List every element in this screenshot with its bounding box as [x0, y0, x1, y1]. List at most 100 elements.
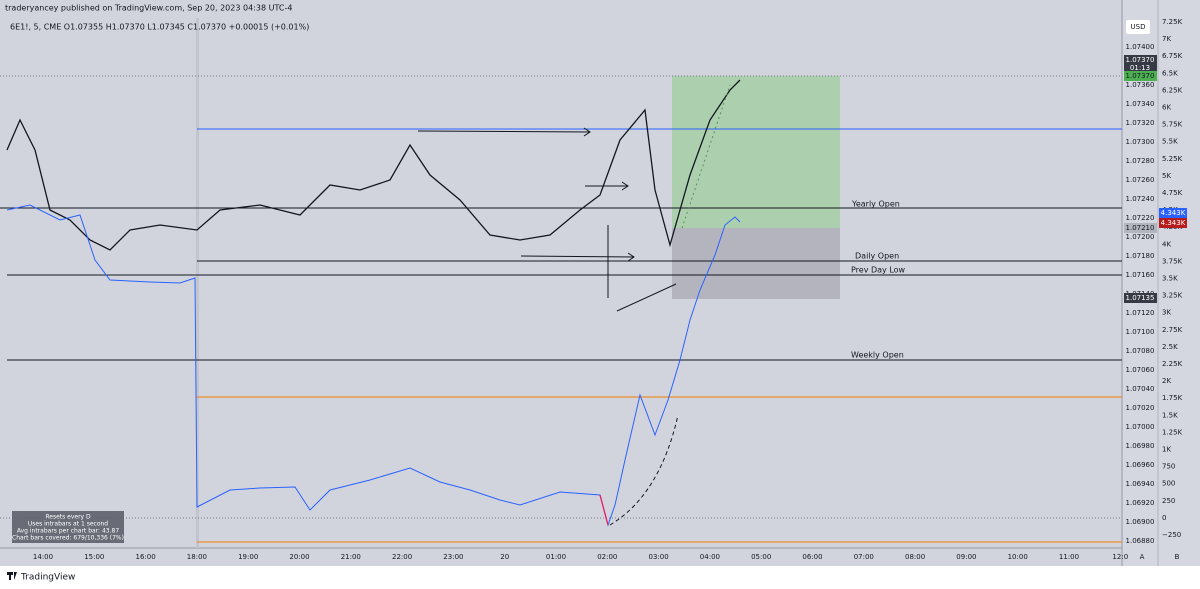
price-tick-label: 1.07300 [1126, 138, 1155, 146]
indicator-tick-label: 4K [1162, 240, 1171, 248]
time-tick-label: 21:00 [341, 553, 361, 561]
level-label: Weekly Open [851, 351, 904, 360]
price-tick-label: 1.06880 [1126, 537, 1155, 545]
publisher: traderyancey published on TradingView.co… [5, 4, 292, 13]
price-tick-label: 1.07100 [1126, 328, 1155, 336]
badge-bg [1124, 223, 1157, 233]
info-line: Chart bars covered: 679/10,336 (7%) [12, 535, 124, 542]
badge-bg [1159, 208, 1187, 218]
indicator-tick-label: 3.5K [1162, 275, 1178, 283]
level-label: Yearly Open [851, 200, 900, 209]
axis-bg [1122, 0, 1200, 566]
price-tick-label: 1.07000 [1126, 423, 1155, 431]
arrow [585, 181, 629, 191]
indicator-tick-label: 2.5K [1162, 343, 1178, 351]
indicator-tick-label: 6.5K [1162, 69, 1178, 77]
time-tick-label: 05:00 [751, 553, 771, 561]
price-tick-label: 1.07400 [1126, 43, 1155, 51]
indicator-tick-label: −250 [1162, 531, 1181, 539]
price-tick-label: 1.07180 [1126, 252, 1155, 260]
time-tick-label: 22:00 [392, 553, 412, 561]
indicator-tick-label: 2.25K [1162, 360, 1183, 368]
indicator-tick-label: 5.25K [1162, 155, 1183, 163]
indicator-tick-label: 5.75K [1162, 121, 1183, 129]
currency[interactable]: USD [1131, 23, 1146, 31]
time-tick-label: 07:00 [854, 553, 874, 561]
indicator-tick-label: 6K [1162, 104, 1171, 112]
badge: 01:13 [1130, 64, 1150, 72]
indicator-tick-label: 4.75K [1162, 189, 1183, 197]
arrow [417, 127, 591, 137]
indicator-tick-label: 3.75K [1162, 257, 1183, 265]
price-tick-label: 1.06900 [1126, 518, 1155, 526]
trendline [616, 283, 677, 312]
badge: 1.07210 [1126, 224, 1155, 232]
price-tick-label: 1.06940 [1126, 480, 1155, 488]
badge: 4.343K [1161, 209, 1186, 217]
time-tick-label: 09:00 [956, 553, 976, 561]
scale-button[interactable]: B [1175, 553, 1180, 561]
symbol-line: 6E1!, 5, CME O1.07355 H1.07370 L1.07345 … [10, 23, 309, 32]
indicator-dip [599, 494, 609, 526]
price-tick-label: 1.07020 [1126, 404, 1155, 412]
price-tick-label: 1.06980 [1126, 442, 1155, 450]
price-tick-label: 1.07260 [1126, 176, 1155, 184]
time-tick-label: 10:00 [1008, 553, 1028, 561]
indicator-tick-label: 750 [1162, 463, 1175, 471]
indicator-series [6, 204, 741, 527]
time-tick-label: 03:00 [649, 553, 669, 561]
currency-button[interactable] [1126, 20, 1150, 34]
indicator-tick-label: 1K [1162, 446, 1171, 454]
scale-button[interactable]: A [1140, 553, 1145, 561]
time-tick-label: 20:00 [289, 553, 309, 561]
indicator-tick-label: 1.25K [1162, 428, 1183, 436]
session-break [196, 18, 199, 548]
badge-bg [1124, 71, 1157, 81]
price-tick-label: 1.07220 [1126, 214, 1155, 222]
price-tick-label: 1.07060 [1126, 366, 1155, 374]
time-tick-label: 02:00 [597, 553, 617, 561]
badge-bg [1124, 293, 1157, 303]
trade-path [681, 84, 731, 229]
badges: 1.07370 01:13 1.07370 1.07210 1.07135 4.… [1124, 55, 1187, 303]
price-tick-label: 1.07240 [1126, 195, 1155, 203]
time-tick-label: 06:00 [802, 553, 822, 561]
indicator-tick-label: 7.25K [1162, 18, 1183, 26]
time-tick-label: 14:00 [33, 553, 53, 561]
indicator-tick-label: 5.5K [1162, 138, 1178, 146]
badge: 1.07370 [1126, 72, 1155, 80]
time-tick-label: 20 [500, 553, 509, 561]
info-box [12, 511, 124, 543]
level-label: Prev Day Low [851, 266, 906, 275]
price-tick-label: 1.07320 [1126, 119, 1155, 127]
chart-bg [0, 0, 1200, 566]
indicator-tick-label: 2K [1162, 377, 1171, 385]
indicator-tick-label: 2.75K [1162, 326, 1183, 334]
indicator-tick-label: 7K [1162, 35, 1171, 43]
time-tick-label: 04:00 [700, 553, 720, 561]
time-tick-label: 16:00 [136, 553, 156, 561]
price-tick-label: 1.07340 [1126, 100, 1155, 108]
price-series [6, 79, 741, 251]
time-tick-label: 23:00 [443, 553, 463, 561]
indicator-tick-label: 500 [1162, 480, 1175, 488]
time-tick-label: 18:00 [187, 553, 207, 561]
annotations [417, 84, 731, 526]
time-tick-label: 19:00 [238, 553, 258, 561]
loss-zone [672, 228, 840, 299]
price-tick-label: 1.07360 [1126, 81, 1155, 89]
info-line: Uses intrabars at 1 second [28, 521, 108, 528]
badge: 1.07370 [1126, 56, 1155, 64]
level-label: Daily Open [855, 252, 899, 261]
price-tick-label: 1.06920 [1126, 499, 1155, 507]
curve [609, 414, 679, 526]
indicator-tick-label: 5K [1162, 172, 1171, 180]
time-tick-label: 12:0 [1112, 553, 1128, 561]
badge-bg [1124, 55, 1157, 73]
badge-bg [1159, 218, 1187, 228]
price-tick-label: 1.07160 [1126, 271, 1155, 279]
price-tick-label: 1.06960 [1126, 461, 1155, 469]
